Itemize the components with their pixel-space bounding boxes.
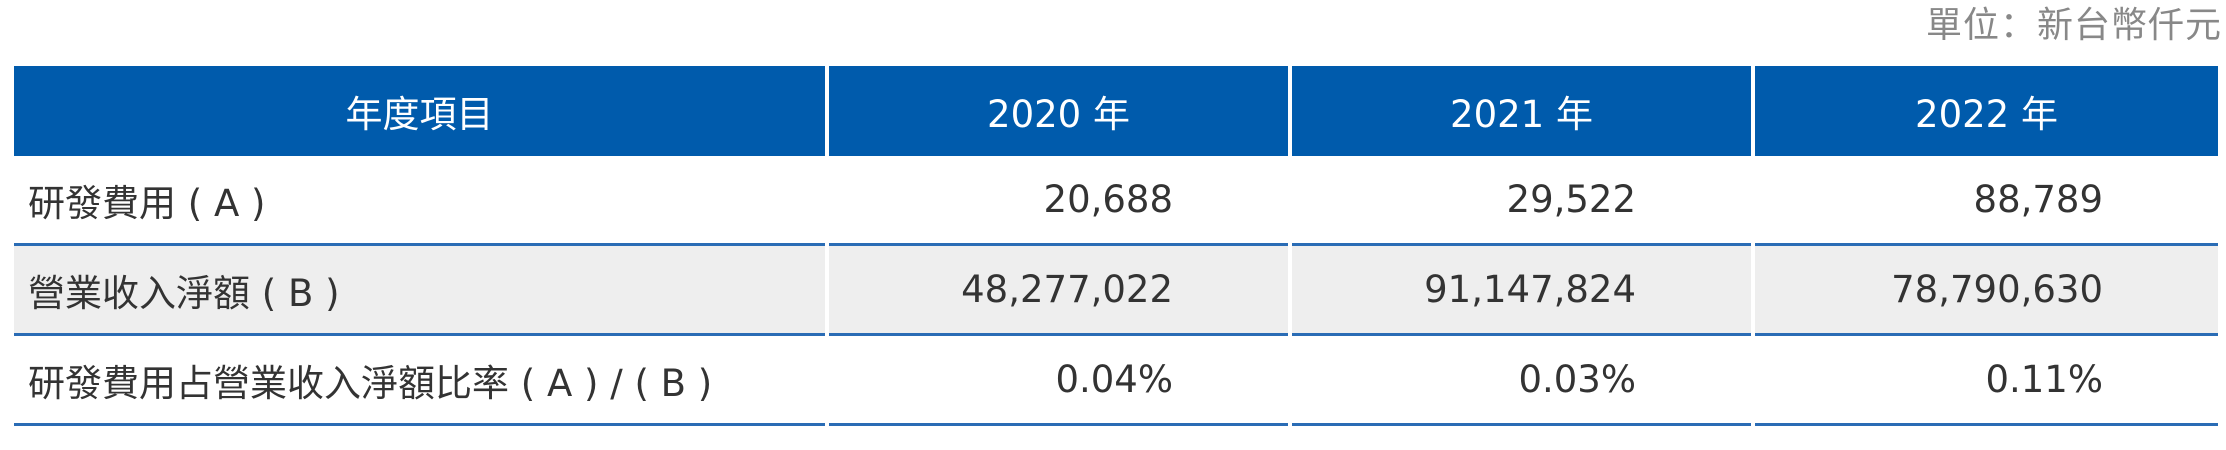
header-item: 年度項目 bbox=[14, 66, 827, 156]
table-body: 研發費用 ( A ) 20,688 29,522 88,789 營業收入淨額 (… bbox=[14, 156, 2218, 426]
cell-value: 0.11% bbox=[1751, 334, 2218, 426]
header-row: 年度項目 2020 年 2021 年 2022 年 bbox=[14, 66, 2218, 156]
rd-expense-table: 年度項目 2020 年 2021 年 2022 年 研發費用 ( A ) 20,… bbox=[14, 66, 2218, 426]
cell-value: 0.04% bbox=[825, 334, 1290, 426]
cell-value: 0.03% bbox=[1288, 334, 1753, 426]
cell-value: 48,277,022 bbox=[825, 244, 1290, 336]
cell-value: 20,688 bbox=[825, 156, 1290, 246]
unit-note: 單位：新台幣仟元 bbox=[1925, 5, 2222, 46]
table-row: 營業收入淨額 ( B ) 48,277,022 91,147,824 78,79… bbox=[14, 244, 2218, 336]
table-header: 年度項目 2020 年 2021 年 2022 年 bbox=[14, 66, 2218, 156]
row-label: 研發費用 ( A ) bbox=[14, 156, 827, 246]
header-year-2020: 2020 年 bbox=[825, 66, 1290, 156]
row-label: 營業收入淨額 ( B ) bbox=[14, 244, 827, 336]
cell-value: 78,790,630 bbox=[1751, 244, 2218, 336]
cell-value: 91,147,824 bbox=[1288, 244, 1753, 336]
table-row: 研發費用占營業收入淨額比率 ( A ) / ( B ) 0.04% 0.03% … bbox=[14, 334, 2218, 426]
header-year-2022: 2022 年 bbox=[1751, 66, 2218, 156]
header-year-2021: 2021 年 bbox=[1288, 66, 1753, 156]
cell-value: 29,522 bbox=[1288, 156, 1753, 246]
table-row: 研發費用 ( A ) 20,688 29,522 88,789 bbox=[14, 156, 2218, 246]
row-label: 研發費用占營業收入淨額比率 ( A ) / ( B ) bbox=[14, 334, 827, 426]
cell-value: 88,789 bbox=[1751, 156, 2218, 246]
